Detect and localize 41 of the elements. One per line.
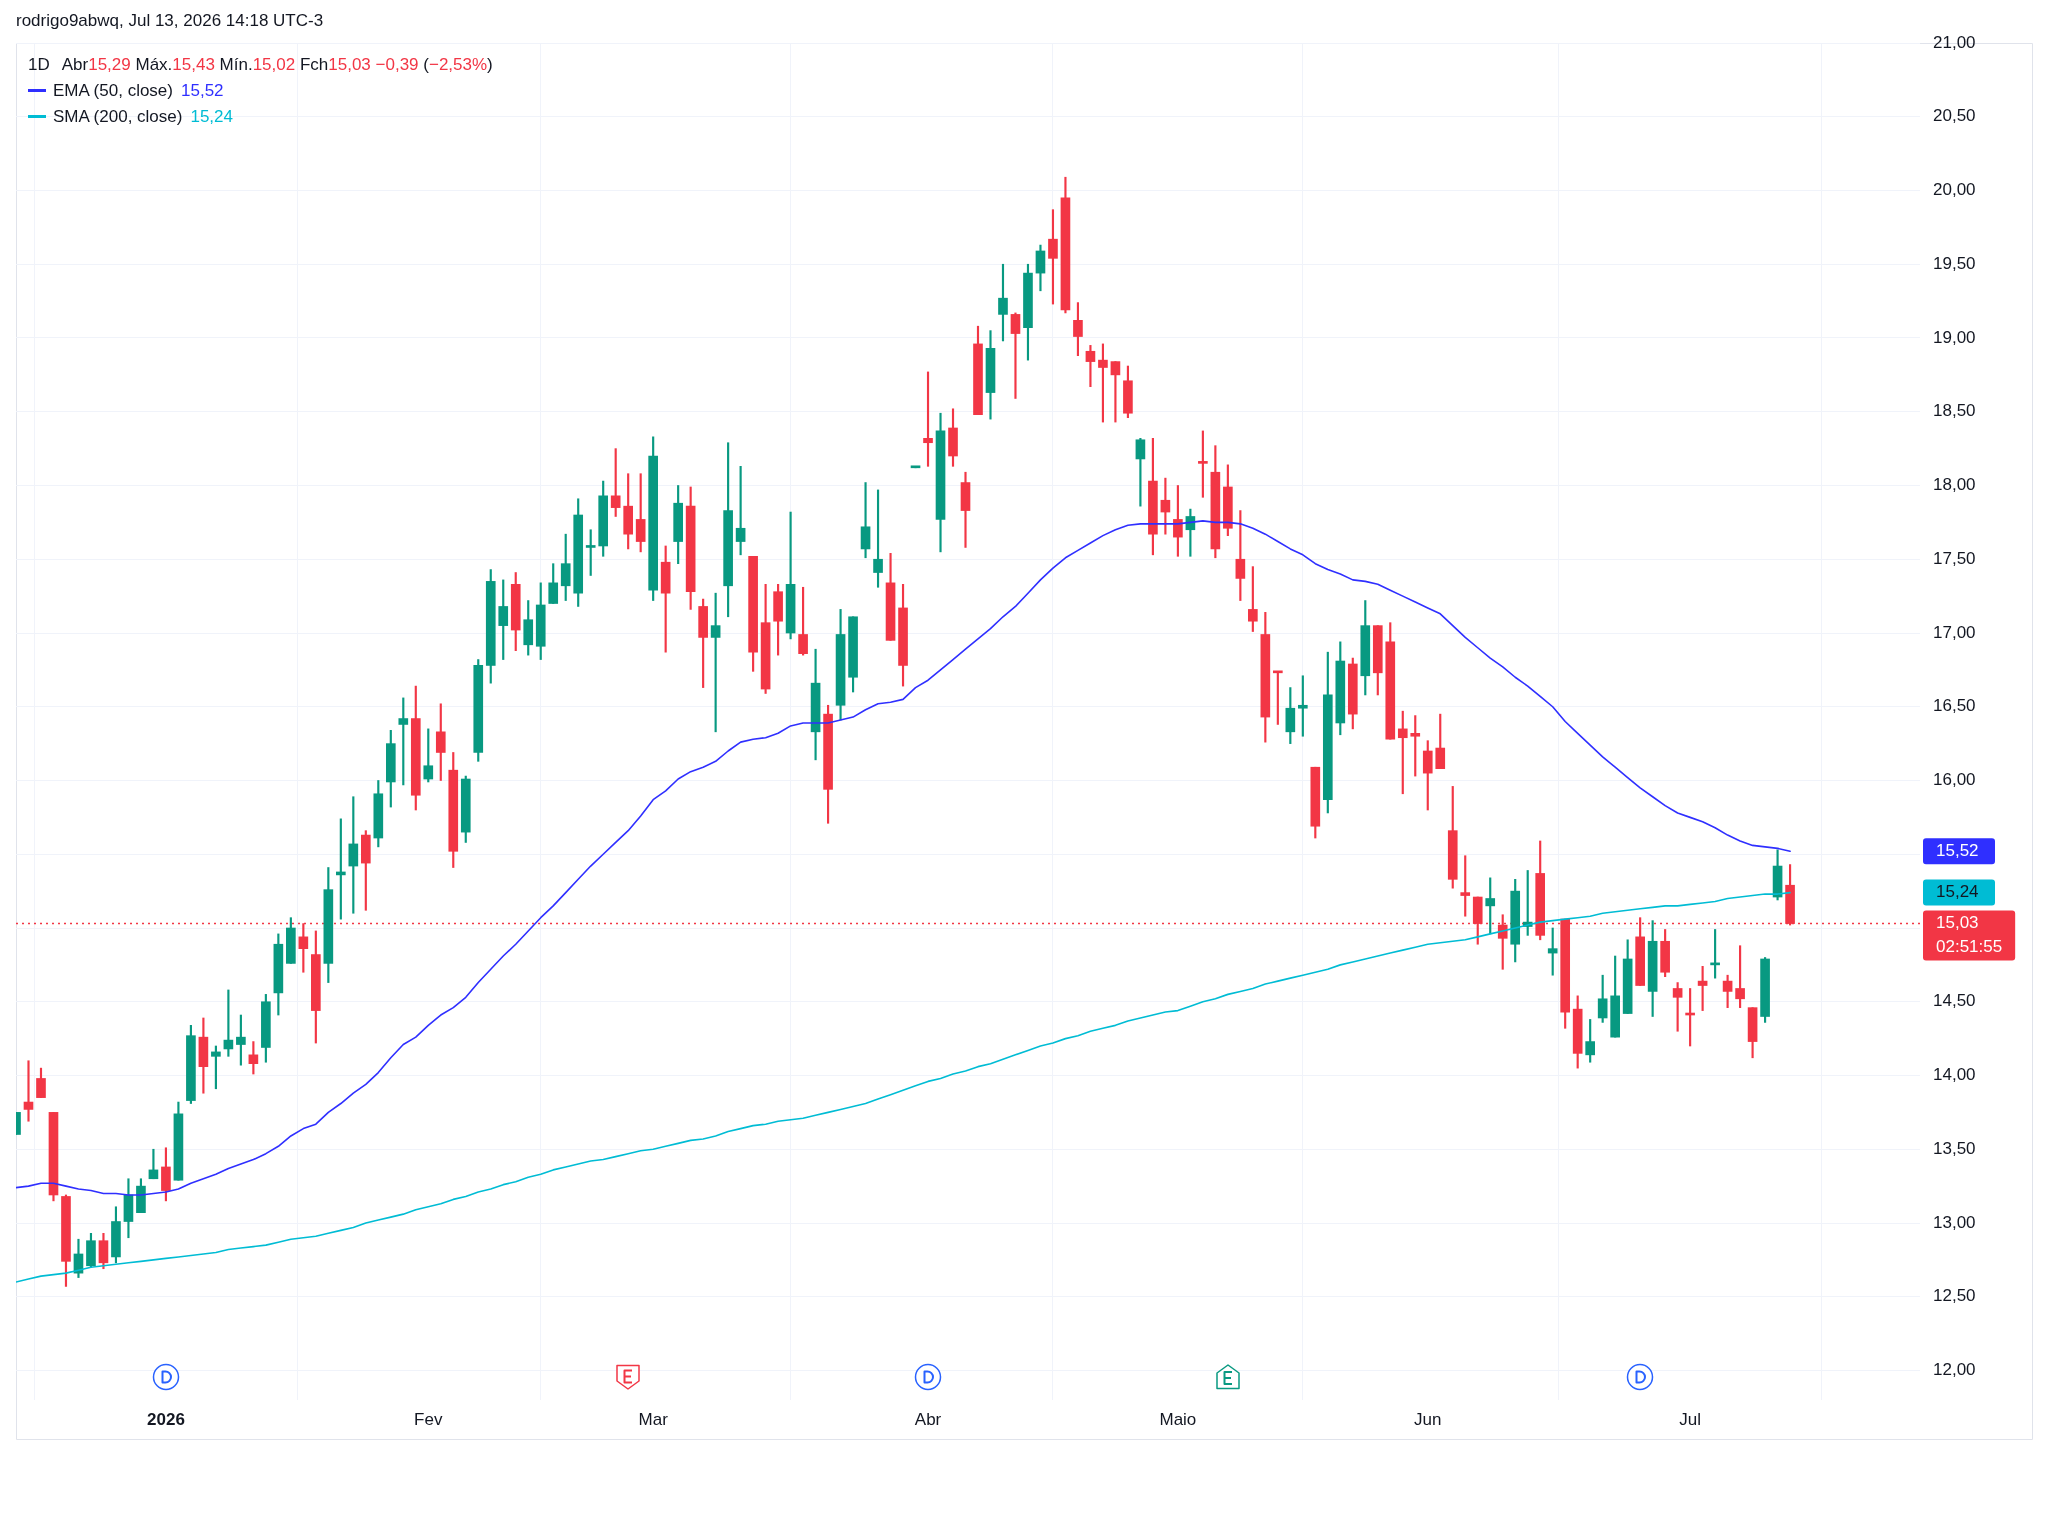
x-tick-label: Fev bbox=[414, 1409, 443, 1429]
annotation: 15,52 bbox=[181, 81, 224, 100]
y-tick-label: 17,50 bbox=[1933, 548, 1976, 568]
x-tick-label: 2026 bbox=[147, 1409, 185, 1429]
y-tick-label: 13,00 bbox=[1933, 1212, 1976, 1232]
text: Abr15,29 Máx.15,43 Mín.15,02 Fch15,03 −0,39 (−2,53%) bbox=[61, 55, 493, 74]
x-tick-label: Maio bbox=[1159, 1409, 1197, 1429]
y-tick-label: 18,00 bbox=[1933, 475, 1976, 495]
ref-line-label: 15,03 bbox=[1936, 913, 1979, 933]
y-tick-label: 18,50 bbox=[1933, 401, 1976, 421]
text: 02:51:55 bbox=[1936, 937, 2003, 957]
x-tick-label: Mar bbox=[638, 1409, 669, 1429]
candlestick bbox=[1010, 312, 1021, 399]
y-tick-label: 14,00 bbox=[1933, 1065, 1976, 1085]
candlestick bbox=[1273, 670, 1283, 725]
text: 15,24 bbox=[1936, 882, 1979, 902]
y-tick-label: 16,00 bbox=[1933, 770, 1976, 790]
y-tick-label: 20,00 bbox=[1933, 180, 1976, 200]
y-tick-label: 19,00 bbox=[1933, 327, 1976, 347]
legend-label: SMA (200, close) bbox=[53, 107, 183, 126]
y-tick-label: 13,50 bbox=[1933, 1138, 1976, 1158]
text: 15,52 bbox=[1936, 840, 1979, 860]
y-tick-label: 17,00 bbox=[1933, 622, 1976, 642]
candlestick bbox=[1110, 361, 1121, 423]
y-tick-label: 21,00 bbox=[1933, 32, 1976, 52]
candlestick bbox=[23, 1060, 34, 1122]
legend-label: EMA (50, close) bbox=[53, 81, 173, 100]
y-tick-label: 12,00 bbox=[1933, 1360, 1976, 1380]
y-tick-label: 19,50 bbox=[1933, 253, 1976, 273]
text: 1D bbox=[28, 55, 50, 74]
x-tick-label: Jun bbox=[1414, 1409, 1442, 1429]
y-tick-label: 14,50 bbox=[1933, 991, 1976, 1011]
x-tick-label: Abr bbox=[914, 1409, 942, 1429]
y-tick-label: 12,50 bbox=[1933, 1286, 1976, 1306]
text: rodrigo9abwq, Jul 13, 2026 14:18 UTC-3 bbox=[16, 10, 324, 32]
annotation: 15,24 bbox=[190, 107, 233, 126]
candlestick bbox=[1085, 345, 1096, 388]
y-tick-label: 16,50 bbox=[1933, 696, 1976, 716]
candlestick bbox=[860, 482, 871, 559]
y-tick-label: 20,50 bbox=[1933, 106, 1976, 126]
x-tick-label: Jul bbox=[1679, 1409, 1701, 1429]
